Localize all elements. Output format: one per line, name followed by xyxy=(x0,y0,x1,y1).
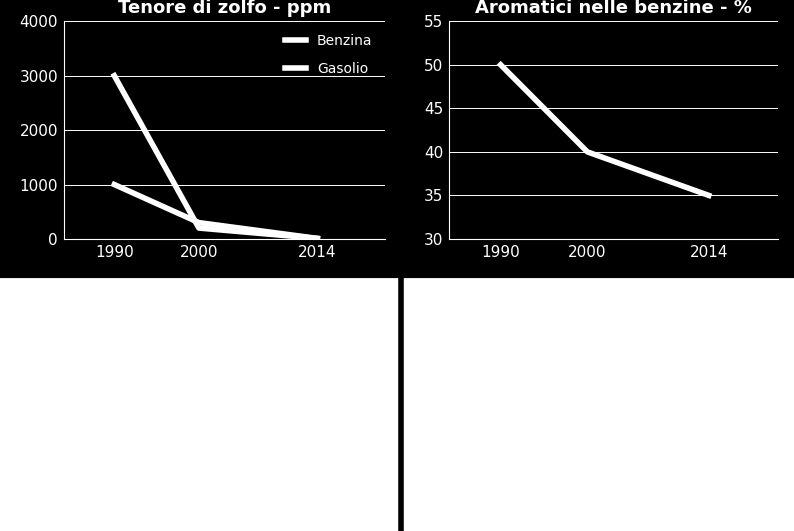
Legend: Benzina, Gasolio: Benzina, Gasolio xyxy=(279,28,378,81)
Title: Aromatici nelle benzine - %: Aromatici nelle benzine - % xyxy=(475,0,752,17)
Title: Tenore di zolfo - ppm: Tenore di zolfo - ppm xyxy=(118,0,331,17)
